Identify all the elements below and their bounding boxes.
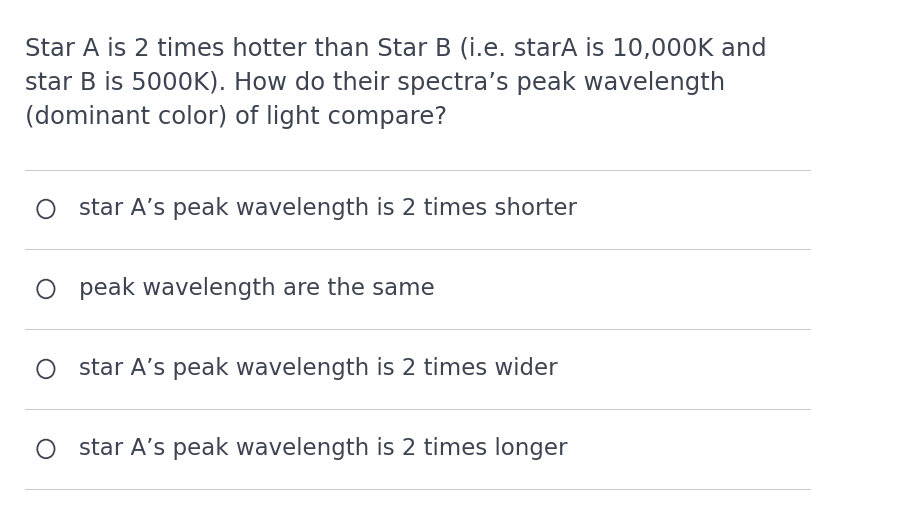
Text: star A’s peak wavelength is 2 times longer: star A’s peak wavelength is 2 times long… — [79, 438, 568, 460]
Text: star A’s peak wavelength is 2 times wider: star A’s peak wavelength is 2 times wide… — [79, 358, 558, 380]
Text: star A’s peak wavelength is 2 times shorter: star A’s peak wavelength is 2 times shor… — [79, 198, 577, 220]
Text: peak wavelength are the same: peak wavelength are the same — [79, 278, 435, 300]
Text: Star A is 2 times hotter than Star B (i.e. starA is 10,000K and
star B is 5000K): Star A is 2 times hotter than Star B (i.… — [25, 36, 767, 129]
